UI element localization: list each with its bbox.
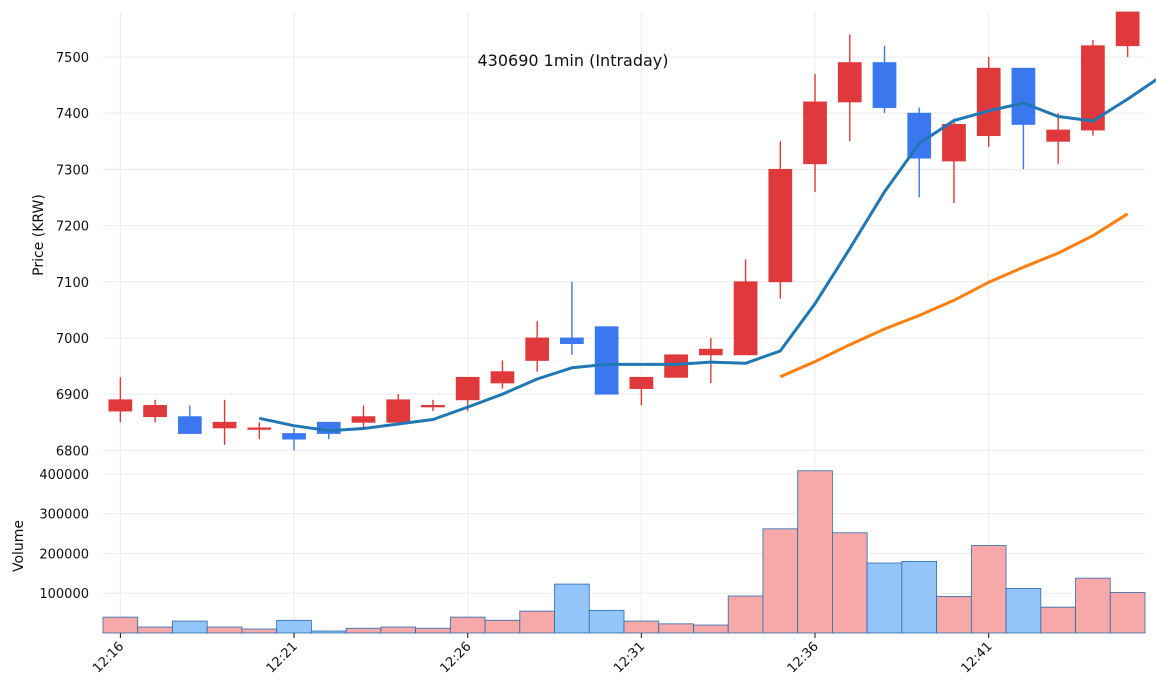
candle-body	[629, 376, 654, 389]
ma-long-line	[779, 212, 1129, 379]
candle-body	[907, 112, 932, 159]
candle-body	[698, 348, 723, 356]
volume-bar	[206, 626, 243, 634]
volume-tick-label: 300000	[39, 508, 89, 523]
volume-bar	[415, 627, 451, 634]
candle-body	[1011, 67, 1036, 125]
volume-bar	[1005, 588, 1042, 634]
price-tick-label: 7300	[56, 163, 89, 178]
candle-body	[733, 281, 758, 356]
volume-tick-label: 400000	[39, 468, 89, 483]
x-tick-label: 12:41	[958, 639, 995, 676]
volume-bar	[866, 562, 903, 634]
candle-body	[664, 354, 688, 378]
candles	[108, 11, 1140, 451]
ma-short-line	[258, 78, 1156, 433]
candle-body	[143, 405, 167, 418]
candle-body	[803, 101, 827, 165]
candle-body	[976, 67, 1001, 137]
price-tick-label: 6900	[56, 388, 89, 403]
price-tick-label: 6800	[56, 444, 89, 459]
candle-body	[872, 62, 897, 108]
x-tick-label: 12:31	[611, 639, 648, 676]
volume-bar	[623, 620, 660, 634]
x-tick-label: 12:26	[437, 639, 474, 676]
volume-bar	[241, 628, 278, 634]
moving-averages	[258, 78, 1156, 433]
volume-bar	[1075, 577, 1111, 634]
price-tick-label: 7200	[56, 220, 89, 235]
volume-bar	[832, 532, 868, 634]
candle-body	[560, 337, 584, 344]
candle-body	[594, 326, 619, 395]
x-tick-label: 12:36	[785, 639, 822, 676]
volume-bar	[380, 626, 417, 634]
volume-bar	[137, 626, 173, 634]
candle-body	[177, 416, 202, 434]
volume-bar	[276, 619, 312, 634]
volume-bar	[970, 545, 1007, 634]
candle-body	[386, 399, 411, 423]
price-tick-label: 7500	[56, 51, 89, 66]
candle-body	[768, 168, 793, 283]
candle-body	[108, 399, 133, 412]
price-tick-label: 7000	[56, 332, 89, 347]
volume-bar	[901, 561, 937, 634]
candle-body	[942, 124, 966, 162]
volume-bar	[172, 620, 208, 634]
candle-body	[247, 427, 272, 430]
volume-bar	[658, 623, 694, 634]
candle-body	[1081, 45, 1105, 131]
x-tick-label: 12:16	[90, 639, 127, 676]
volume-bar	[519, 610, 555, 634]
price-tick-label: 7400	[56, 107, 89, 122]
candle-body	[282, 433, 306, 440]
candle-body	[490, 371, 515, 384]
volume-bar	[936, 596, 972, 634]
volume-bar	[762, 528, 799, 634]
candle-body	[351, 416, 376, 423]
candle-body	[421, 405, 445, 408]
candle-body	[837, 62, 862, 103]
candle-body	[1046, 129, 1071, 142]
volume-bar	[102, 616, 139, 634]
volume-bar	[693, 624, 729, 634]
volume-bar	[1040, 606, 1076, 634]
candle-body	[455, 376, 480, 401]
volume-bar	[484, 619, 521, 634]
volume-bar	[797, 470, 833, 634]
volume-bar	[310, 630, 347, 634]
volume-tick-label: 200000	[39, 547, 89, 562]
candle-body	[212, 421, 237, 429]
volume-bar	[449, 616, 486, 634]
volume-axis-label: Volume	[11, 520, 27, 572]
price-tick-label: 7100	[56, 276, 89, 291]
chart-title: 430690 1min (Intraday)	[477, 51, 668, 70]
x-tick-label: 12:21	[264, 639, 301, 676]
volume-bars	[102, 470, 1146, 634]
volume-bar	[588, 609, 625, 634]
volume-bar	[345, 627, 382, 634]
price-axis-label: Price (KRW)	[31, 194, 47, 276]
candle-body	[1115, 11, 1140, 47]
candle-body	[525, 337, 550, 361]
volume-tick-label: 100000	[39, 587, 89, 602]
volume-bar	[554, 583, 590, 634]
volume-bar	[727, 595, 764, 634]
volume-bar	[1109, 592, 1146, 634]
